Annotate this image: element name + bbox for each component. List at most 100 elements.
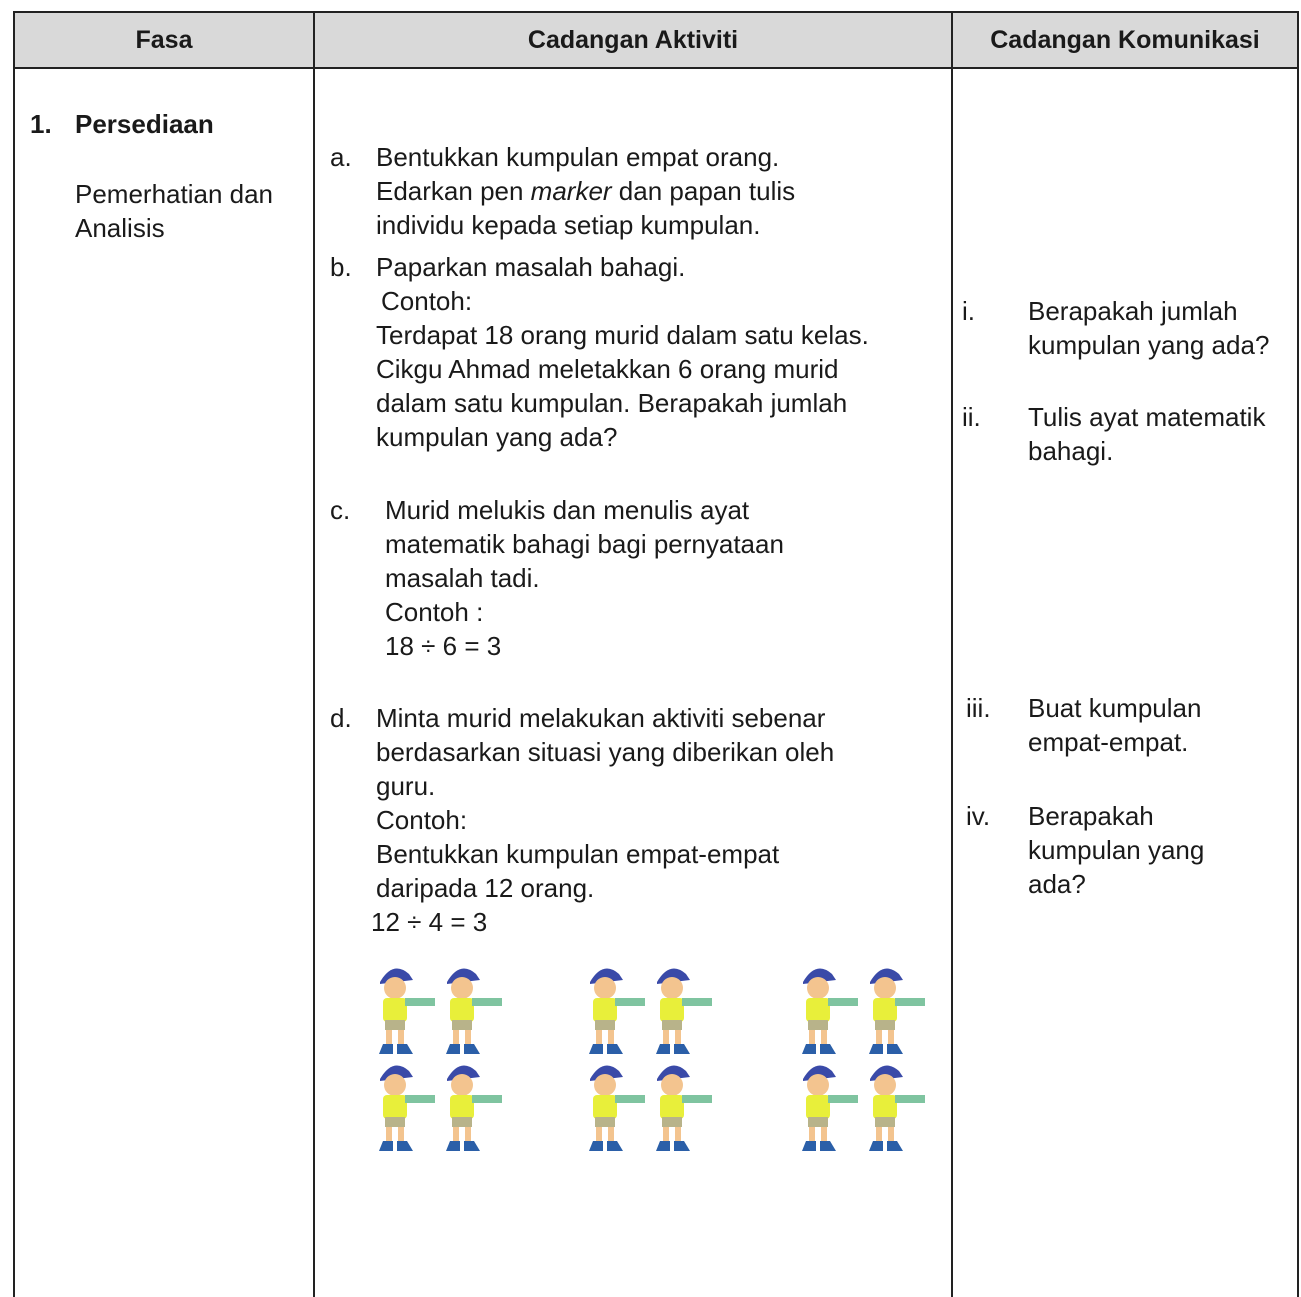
item-line: kumpulan yang xyxy=(1028,835,1205,865)
item-line: masalah tadi. xyxy=(385,563,540,593)
figure-part xyxy=(675,1030,681,1046)
figure-part xyxy=(675,1127,681,1143)
figure-part xyxy=(802,1044,816,1054)
item-line: Contoh : xyxy=(385,597,484,627)
item-line: Murid melukis dan menulis ayat xyxy=(385,495,750,525)
figure-part xyxy=(809,1127,815,1143)
phase-title: Persediaan xyxy=(75,109,214,139)
figure-part xyxy=(895,1095,925,1103)
item-marker: d. xyxy=(330,703,352,733)
border-col1 xyxy=(313,11,315,1297)
figure-part xyxy=(386,1030,392,1046)
item-line: Paparkan masalah bahagi. xyxy=(376,252,686,282)
border-header xyxy=(14,67,1299,69)
figure-part xyxy=(397,1044,413,1054)
figure-part xyxy=(450,1095,474,1119)
item-marker: ii. xyxy=(962,402,981,432)
figure-part xyxy=(384,977,406,999)
item-marker: a. xyxy=(330,142,352,172)
figure-part xyxy=(875,1117,895,1127)
figure-part xyxy=(589,1141,603,1151)
figure-part xyxy=(873,1095,897,1119)
item-line: 12 ÷ 4 = 3 xyxy=(371,907,488,937)
item-line: Tulis ayat matematik xyxy=(1028,402,1266,432)
figure-part xyxy=(674,1044,690,1054)
figure-part xyxy=(398,1127,404,1143)
figure-part xyxy=(464,1044,480,1054)
figure-part xyxy=(385,1117,405,1127)
figure-part xyxy=(808,1020,828,1030)
item-marker: i. xyxy=(962,296,975,326)
border-col2 xyxy=(951,11,953,1297)
illustration xyxy=(379,968,925,1151)
figure-part xyxy=(405,998,435,1006)
item-line: kumpulan yang ada? xyxy=(376,422,618,452)
figure-part xyxy=(663,1127,669,1143)
figure-part xyxy=(608,1030,614,1046)
figure-part xyxy=(874,1074,896,1096)
figure-part xyxy=(615,998,645,1006)
figure-part xyxy=(386,1127,392,1143)
figure-part xyxy=(662,1117,682,1127)
item-line: kumpulan yang ada? xyxy=(1028,330,1270,360)
phase-subtitle: Analisis xyxy=(75,213,165,243)
item-line: guru. xyxy=(376,771,436,801)
figure-part xyxy=(446,1044,460,1054)
figure-part xyxy=(451,977,473,999)
figure-part xyxy=(820,1044,836,1054)
phase-number: 1. xyxy=(30,109,52,139)
item-line: Berapakah jumlah xyxy=(1028,296,1238,326)
figure-part xyxy=(876,1030,882,1046)
figure-part xyxy=(887,1044,903,1054)
figure-part xyxy=(807,977,829,999)
figure-part xyxy=(875,1020,895,1030)
figure-part xyxy=(472,1095,502,1103)
figure-part xyxy=(383,998,407,1022)
item-line: empat-empat. xyxy=(1028,727,1189,757)
item-line: Edarkan pen marker dan papan tulis xyxy=(376,174,795,208)
item-line: ada? xyxy=(1028,869,1086,899)
figure-part xyxy=(593,998,617,1022)
figure-part xyxy=(876,1127,882,1143)
figure-part xyxy=(451,1074,473,1096)
figure-part xyxy=(660,998,684,1022)
figure-part xyxy=(821,1127,827,1143)
border-right xyxy=(1297,11,1299,1297)
italic-text: marker xyxy=(530,176,612,206)
figure-part xyxy=(869,1044,883,1054)
figure-part xyxy=(821,1030,827,1046)
figure-part xyxy=(450,998,474,1022)
figure-part xyxy=(593,1095,617,1119)
figure-part xyxy=(682,1095,712,1103)
figure-part xyxy=(888,1127,894,1143)
item-line: 18 ÷ 6 = 3 xyxy=(385,631,502,661)
border-left xyxy=(13,11,15,1297)
figure-part xyxy=(661,977,683,999)
item-line: Berapakah xyxy=(1028,801,1154,831)
figure-part xyxy=(594,1074,616,1096)
item-line: bahagi. xyxy=(1028,436,1114,466)
figure-part xyxy=(808,1117,828,1127)
item-line: Terdapat 18 orang murid dalam satu kelas… xyxy=(376,320,869,350)
figure-part xyxy=(873,998,897,1022)
figure-part xyxy=(820,1141,836,1151)
figure-part xyxy=(596,1030,602,1046)
item-marker: iv. xyxy=(966,801,991,831)
figure-part xyxy=(615,1095,645,1103)
figure-part xyxy=(453,1030,459,1046)
figure-part xyxy=(874,977,896,999)
figure-part xyxy=(453,1127,459,1143)
figure-part xyxy=(452,1020,472,1030)
figure-part xyxy=(869,1141,883,1151)
figure-part xyxy=(887,1141,903,1151)
figure-part xyxy=(674,1141,690,1151)
item-line: Contoh: xyxy=(381,286,473,316)
figure-part xyxy=(895,998,925,1006)
text: dan papan tulis xyxy=(611,176,796,206)
item-line: Bentukkan kumpulan empat-empat xyxy=(376,839,780,869)
item-marker: c. xyxy=(330,495,351,525)
item-line: matematik bahagi bagi pernyataan xyxy=(385,529,784,559)
item-line: dalam satu kumpulan. Berapakah jumlah xyxy=(376,388,848,418)
figure-part xyxy=(464,1141,480,1151)
figure-part xyxy=(398,1030,404,1046)
